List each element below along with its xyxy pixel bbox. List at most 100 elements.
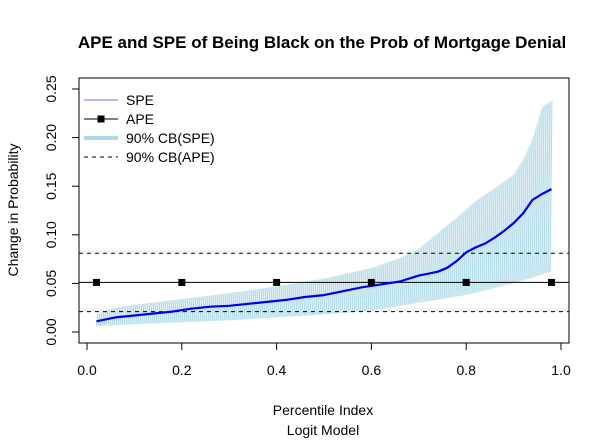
band-hatch-line xyxy=(307,280,311,316)
band-hatch-line xyxy=(197,296,201,322)
band-hatch-line xyxy=(215,294,219,321)
band-hatch-line xyxy=(305,281,309,316)
confidence-band-fill xyxy=(96,100,552,327)
band-hatch-line xyxy=(351,271,355,313)
y-tick-label: 0.00 xyxy=(43,318,59,345)
band-hatch-line xyxy=(379,264,383,310)
x-axis: 0.0 0.2 0.4 0.6 0.8 1.0 xyxy=(77,342,571,378)
band-hatch-line xyxy=(429,238,433,301)
x-tick-label: 0.6 xyxy=(362,362,382,378)
y-tick-label: 0.15 xyxy=(43,172,59,199)
band-hatch-line xyxy=(433,235,437,301)
chart-title: APE and SPE of Being Black on the Prob o… xyxy=(78,33,566,52)
band-hatch-line xyxy=(353,271,357,312)
band-hatch-line xyxy=(505,179,509,286)
x-axis-label: Percentile Index xyxy=(273,402,373,418)
band-hatch-line xyxy=(523,154,527,280)
band-hatch-line xyxy=(545,103,549,274)
band-hatch-line xyxy=(361,269,365,312)
ape-reference-lines xyxy=(79,252,569,313)
band-hatch-line xyxy=(299,282,303,316)
band-hatch-line xyxy=(217,294,221,321)
band-hatch-line xyxy=(219,294,223,321)
band-hatch-line xyxy=(531,136,535,278)
x-tick-label: 0.8 xyxy=(456,362,476,378)
band-hatch-line xyxy=(195,297,199,322)
band-hatch-line xyxy=(319,279,323,315)
band-hatch-line xyxy=(431,236,435,301)
band-hatch-line xyxy=(373,266,377,311)
band-hatch-line xyxy=(317,279,321,315)
band-hatch-line xyxy=(203,296,207,322)
band-hatch-line xyxy=(381,263,385,309)
band-hatch-line xyxy=(539,109,543,275)
band-hatch-line xyxy=(371,267,375,311)
ape-point xyxy=(462,278,470,286)
x-tick-label: 1.0 xyxy=(551,362,571,378)
band-hatch-line xyxy=(527,145,531,279)
band-hatch-line xyxy=(547,102,551,273)
ape-point xyxy=(367,278,375,286)
band-hatch-line xyxy=(533,129,537,277)
legend-label: SPE xyxy=(126,92,154,108)
band-hatch-line xyxy=(367,268,371,311)
band-hatch-line xyxy=(207,295,211,322)
ape-point xyxy=(178,278,186,286)
band-hatch-line xyxy=(297,282,301,317)
band-hatch-line xyxy=(101,311,105,326)
band-hatch-line xyxy=(435,233,439,300)
band-hatch-line xyxy=(549,100,553,272)
band-hatch-line xyxy=(509,176,513,285)
band-hatch-line xyxy=(325,277,329,315)
band-hatch-line xyxy=(439,230,443,300)
band-hatch-line xyxy=(103,310,107,326)
band-hatch-line xyxy=(387,261,391,308)
band-hatch-line xyxy=(193,297,197,322)
band-hatch-line xyxy=(501,182,505,287)
band-hatch-line xyxy=(97,312,101,327)
band-hatch-line xyxy=(455,217,459,297)
x-tick-label: 0.0 xyxy=(77,362,97,378)
band-hatch-line xyxy=(497,185,501,288)
band-hatch-line xyxy=(445,225,449,299)
ape-point xyxy=(273,278,281,286)
band-hatch-line xyxy=(349,272,353,313)
band-hatch-line xyxy=(385,262,389,309)
x-axis-sublabel: Logit Model xyxy=(287,422,359,438)
band-hatch-line xyxy=(451,220,455,298)
band-hatch-line xyxy=(347,272,351,313)
band-hatch-line xyxy=(421,244,425,303)
band-hatch-line xyxy=(293,283,297,317)
band-hatch-line xyxy=(335,275,339,314)
band-hatch-line xyxy=(357,270,361,312)
band-hatch-line xyxy=(95,313,99,327)
band-hatch-line xyxy=(321,278,325,315)
band-hatch-line xyxy=(443,226,447,299)
band-hatch-line xyxy=(327,277,331,315)
band-hatch-line xyxy=(295,282,299,317)
ape-point xyxy=(92,278,100,286)
y-axis-label: Change in Probability xyxy=(5,143,21,276)
band-hatch-line xyxy=(213,294,217,321)
band-hatch-line xyxy=(189,297,193,322)
band-hatch-line xyxy=(391,260,395,308)
band-hatch-line xyxy=(337,275,341,314)
band-hatch-line xyxy=(529,141,533,279)
band-hatch-line xyxy=(437,231,441,300)
band-hatch-line xyxy=(375,265,379,310)
y-axis: 0.00 0.05 0.10 0.15 0.20 0.25 xyxy=(43,75,80,346)
band-hatch-line xyxy=(517,165,521,282)
band-hatch-line xyxy=(363,269,367,312)
band-hatch-line xyxy=(315,279,319,315)
band-hatch-line xyxy=(359,270,363,312)
band-hatch-line xyxy=(345,273,349,313)
band-hatch-line xyxy=(311,280,315,316)
ape-point xyxy=(548,278,556,286)
legend-square-marker xyxy=(97,115,105,123)
band-hatch-line xyxy=(425,241,429,302)
band-hatch-line xyxy=(369,267,373,311)
ape-series xyxy=(92,278,556,286)
band-hatch-line xyxy=(377,265,381,310)
band-hatch-line xyxy=(541,105,545,275)
